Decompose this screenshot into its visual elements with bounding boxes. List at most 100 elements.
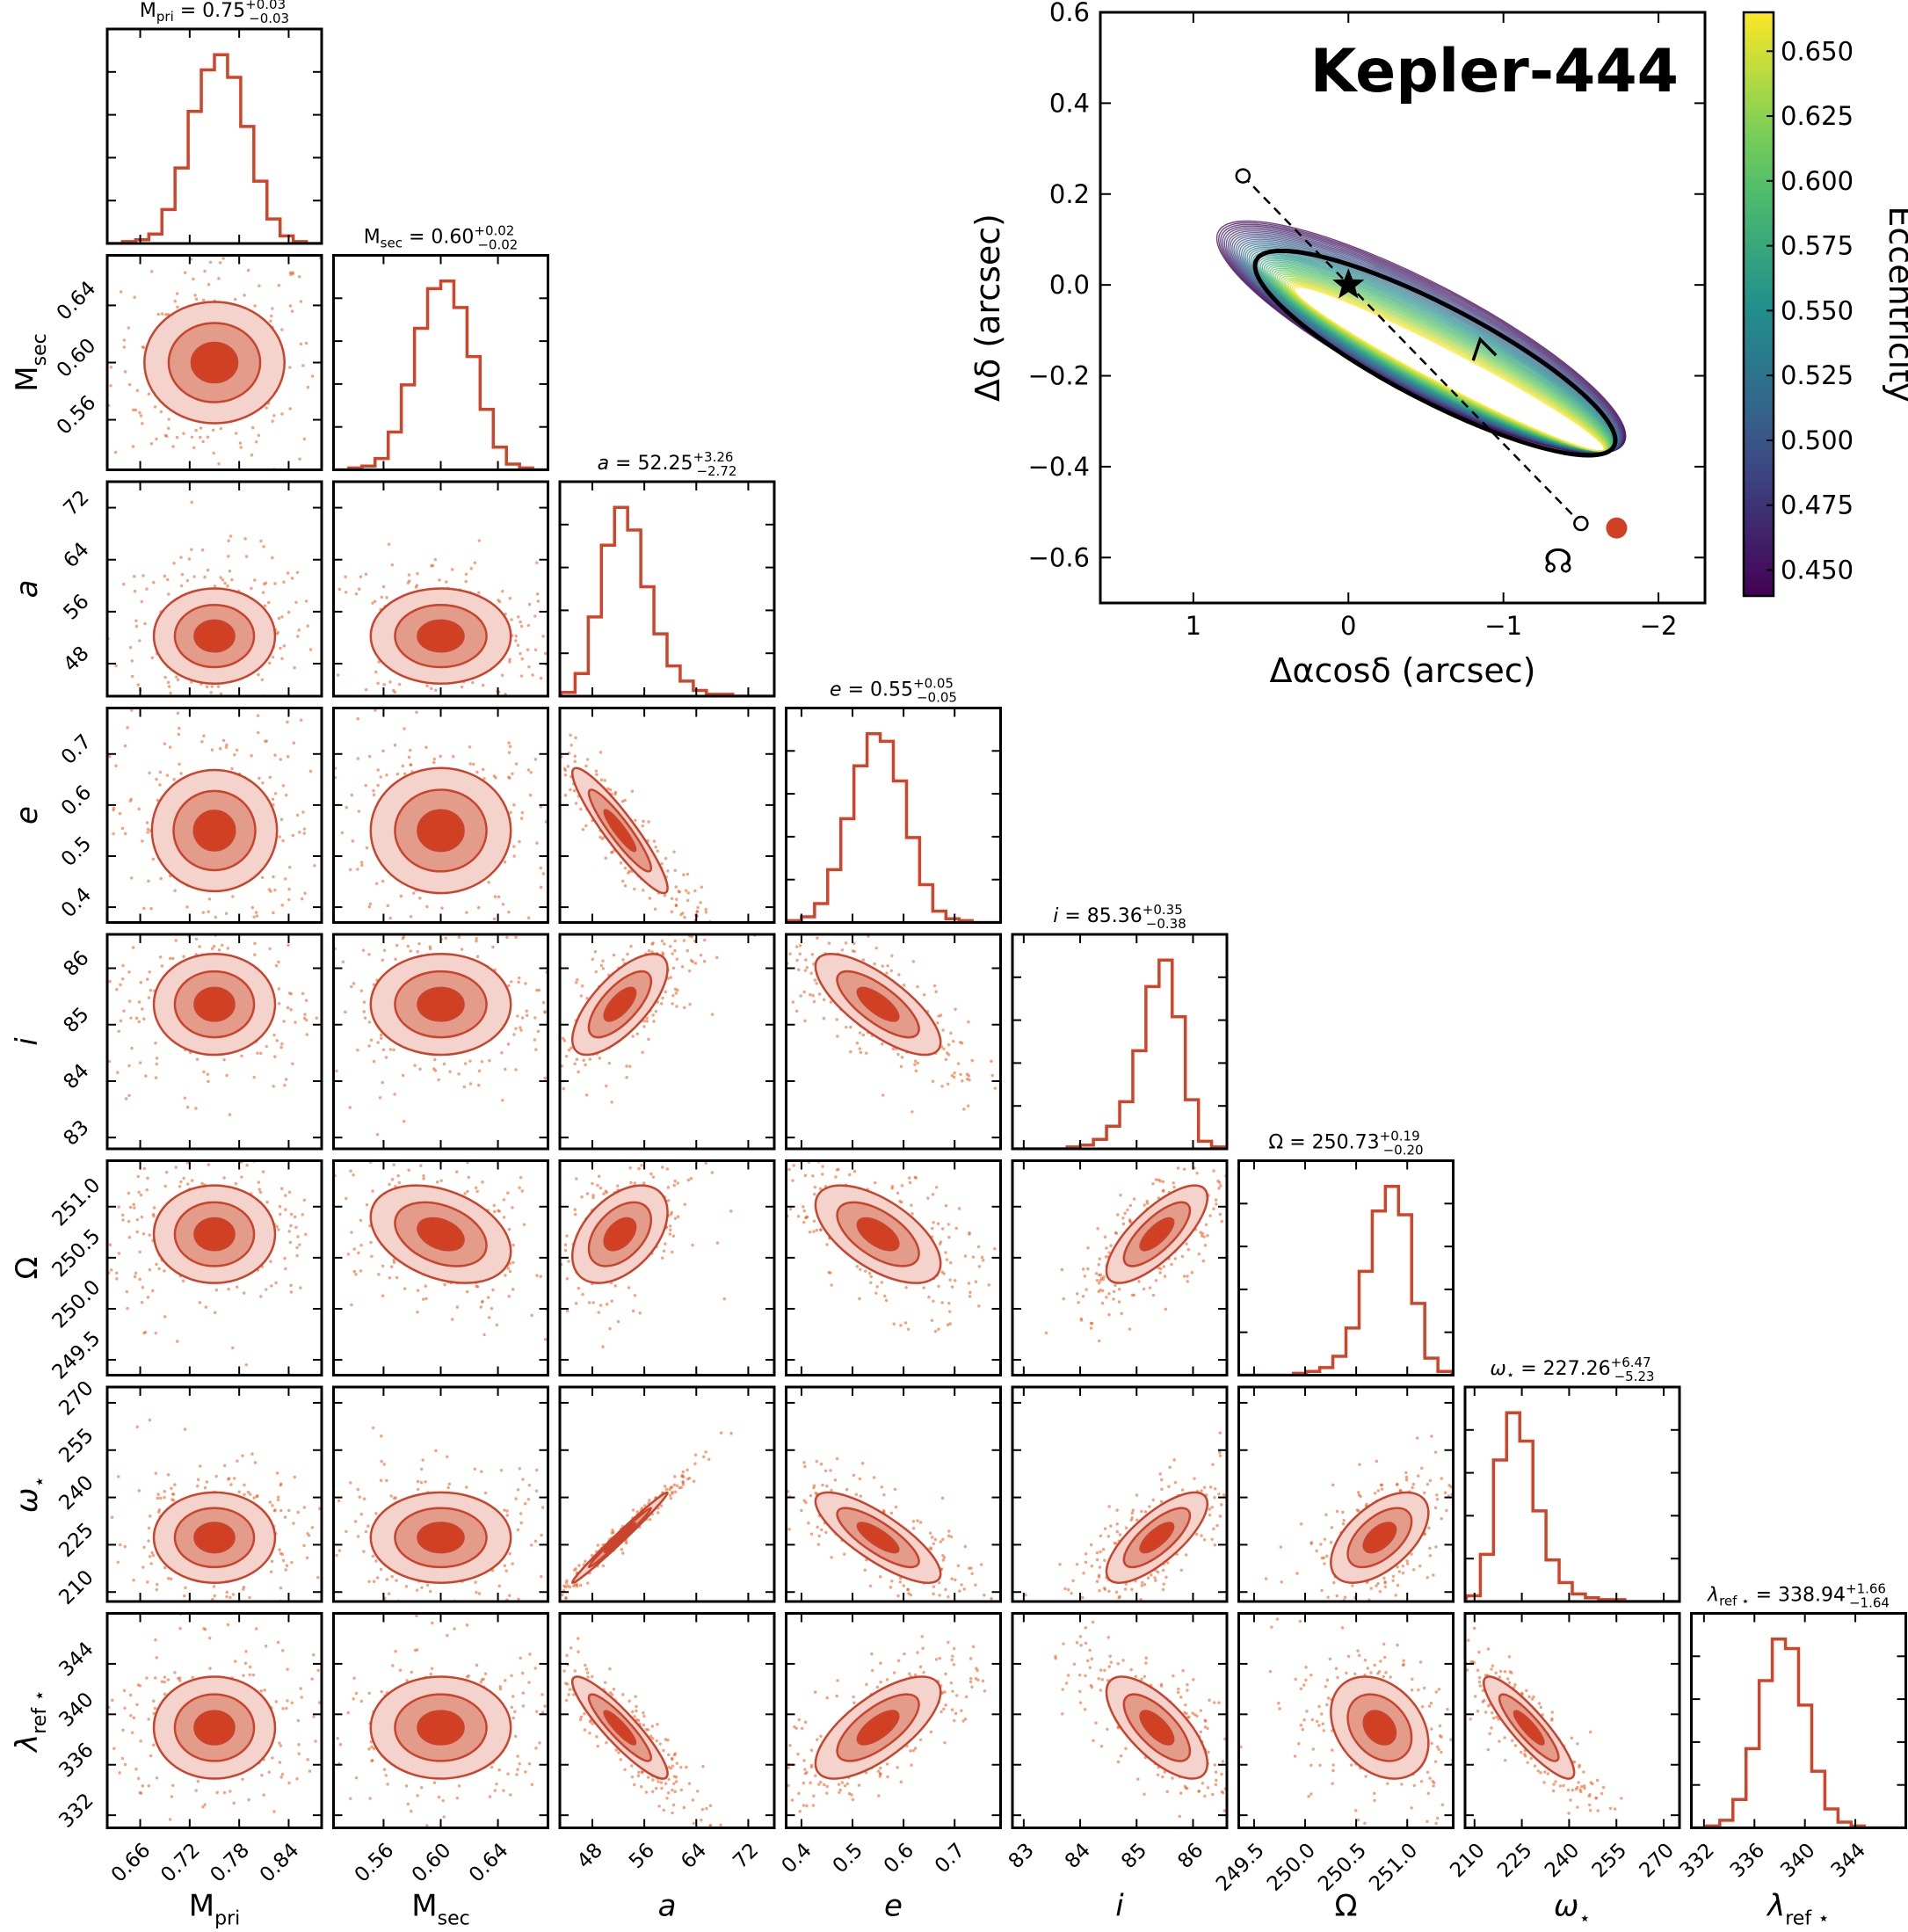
scatter-point [471,938,474,941]
scatter-point [173,1483,177,1486]
scatter-point [533,614,537,618]
scatter-point [163,574,167,578]
scatter-point [235,912,237,914]
scatter-point [230,577,234,582]
scatter-point [114,764,118,767]
panel-content [333,1160,548,1341]
scatter-point [770,943,773,946]
scatter-point [1162,1265,1166,1268]
scatter-point [937,1284,940,1289]
scatter-point [523,1502,527,1506]
scatter-point [1151,1293,1156,1297]
scatter-point [514,1027,518,1030]
scatter-point [755,1172,758,1174]
scatter-point [864,1269,867,1273]
scatter-point [475,936,478,941]
scatter-point [512,1033,516,1036]
scatter-point [167,592,170,596]
scatter-point [240,710,243,713]
scatter-point [337,1549,342,1552]
scatter-point [194,937,199,941]
scatter-point [948,1310,952,1313]
scatter-point [302,1543,306,1548]
scatter-point [179,772,183,775]
ticks [560,934,774,1149]
scatter-point [237,1490,241,1493]
scatter-point [154,1471,157,1475]
scatter-point [672,1183,676,1188]
scatter-point [258,776,261,781]
panel-content [107,256,322,470]
scatter-point [512,854,516,858]
scatter-point [370,1254,374,1259]
scatter-point [422,1177,425,1180]
scatter-point [661,996,664,1000]
y-tick-label: 0.56 [53,391,101,439]
scatter-point [613,792,617,796]
scatter-point [1176,1166,1180,1170]
scatter-point [262,582,266,586]
scatter-point [144,718,147,721]
scatter-point [525,1013,529,1017]
scatter-point [335,1069,338,1073]
scatter-point [1212,1169,1215,1173]
scatter-point [388,1182,391,1187]
scatter-point [226,585,229,588]
scatter-point [1123,1211,1127,1216]
scatter-point [250,454,254,457]
scatter-point [575,1177,578,1180]
scatter-point [539,885,543,890]
scatter-point [235,432,238,435]
scatter-point [794,1186,796,1188]
scatter-point [196,1608,199,1610]
scatter-point [272,1033,276,1037]
scatter-point [379,1478,383,1482]
scatter-point [844,941,848,945]
scatter-point [916,984,919,989]
scatter-point [477,1069,482,1073]
scatter-point [601,967,606,970]
scatter-point [1128,1327,1132,1331]
scatter-point [306,1532,309,1536]
scatter-point [380,1434,383,1438]
scatter-point [328,1522,330,1524]
scatter-point [409,896,411,898]
scatter-point [211,428,215,432]
scatter-point [628,1166,632,1170]
scatter-point [805,966,809,970]
scatter-point [130,1046,134,1050]
scatter-point [540,1290,543,1293]
scatter-point [715,1137,717,1140]
scatter-point [313,971,316,974]
scatter-point [533,1539,538,1543]
scatter-point [815,1229,819,1232]
scatter-point [1151,1182,1155,1186]
scatter-point [380,1459,383,1464]
scatter-point [282,1020,286,1023]
scatter-point [233,297,237,301]
scatter-point [397,1180,401,1185]
scatter-point [957,1207,961,1210]
scatter-point [207,897,212,901]
scatter-point [805,927,808,930]
scatter-point [508,1269,512,1274]
scatter-point [947,1082,950,1086]
scatter-point [146,831,149,834]
scatter-point [976,1245,981,1249]
scatter-point [647,948,651,953]
scatter-point [599,1186,603,1190]
scatter-point [281,839,285,843]
scatter-point [932,1299,935,1304]
scatter-point [147,392,150,396]
scatter-point [896,1052,900,1057]
scatter-point [432,760,436,765]
scatter-point [467,1175,470,1180]
scatter-point [179,584,184,588]
scatter-point [1259,1148,1261,1151]
scatter-point [1097,1273,1101,1277]
scatter-point [295,842,298,845]
scatter-point [665,1167,670,1171]
panel-content [786,732,1001,923]
scatter-point [316,1576,320,1580]
scatter-point [543,1011,547,1014]
